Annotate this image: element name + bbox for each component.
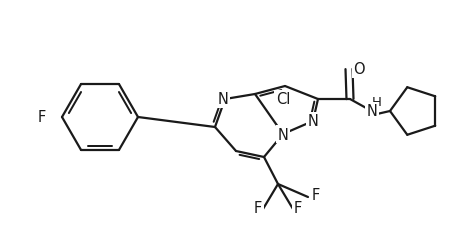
Text: N: N <box>366 104 377 119</box>
Text: Cl: Cl <box>275 92 290 107</box>
Text: F: F <box>311 188 319 203</box>
Text: O: O <box>353 62 364 77</box>
Text: F: F <box>293 201 302 216</box>
Text: N: N <box>217 92 228 107</box>
Text: H: H <box>371 95 381 108</box>
Text: N: N <box>277 127 288 142</box>
Text: F: F <box>253 201 262 216</box>
Text: N: N <box>307 114 318 129</box>
Text: F: F <box>38 110 46 125</box>
